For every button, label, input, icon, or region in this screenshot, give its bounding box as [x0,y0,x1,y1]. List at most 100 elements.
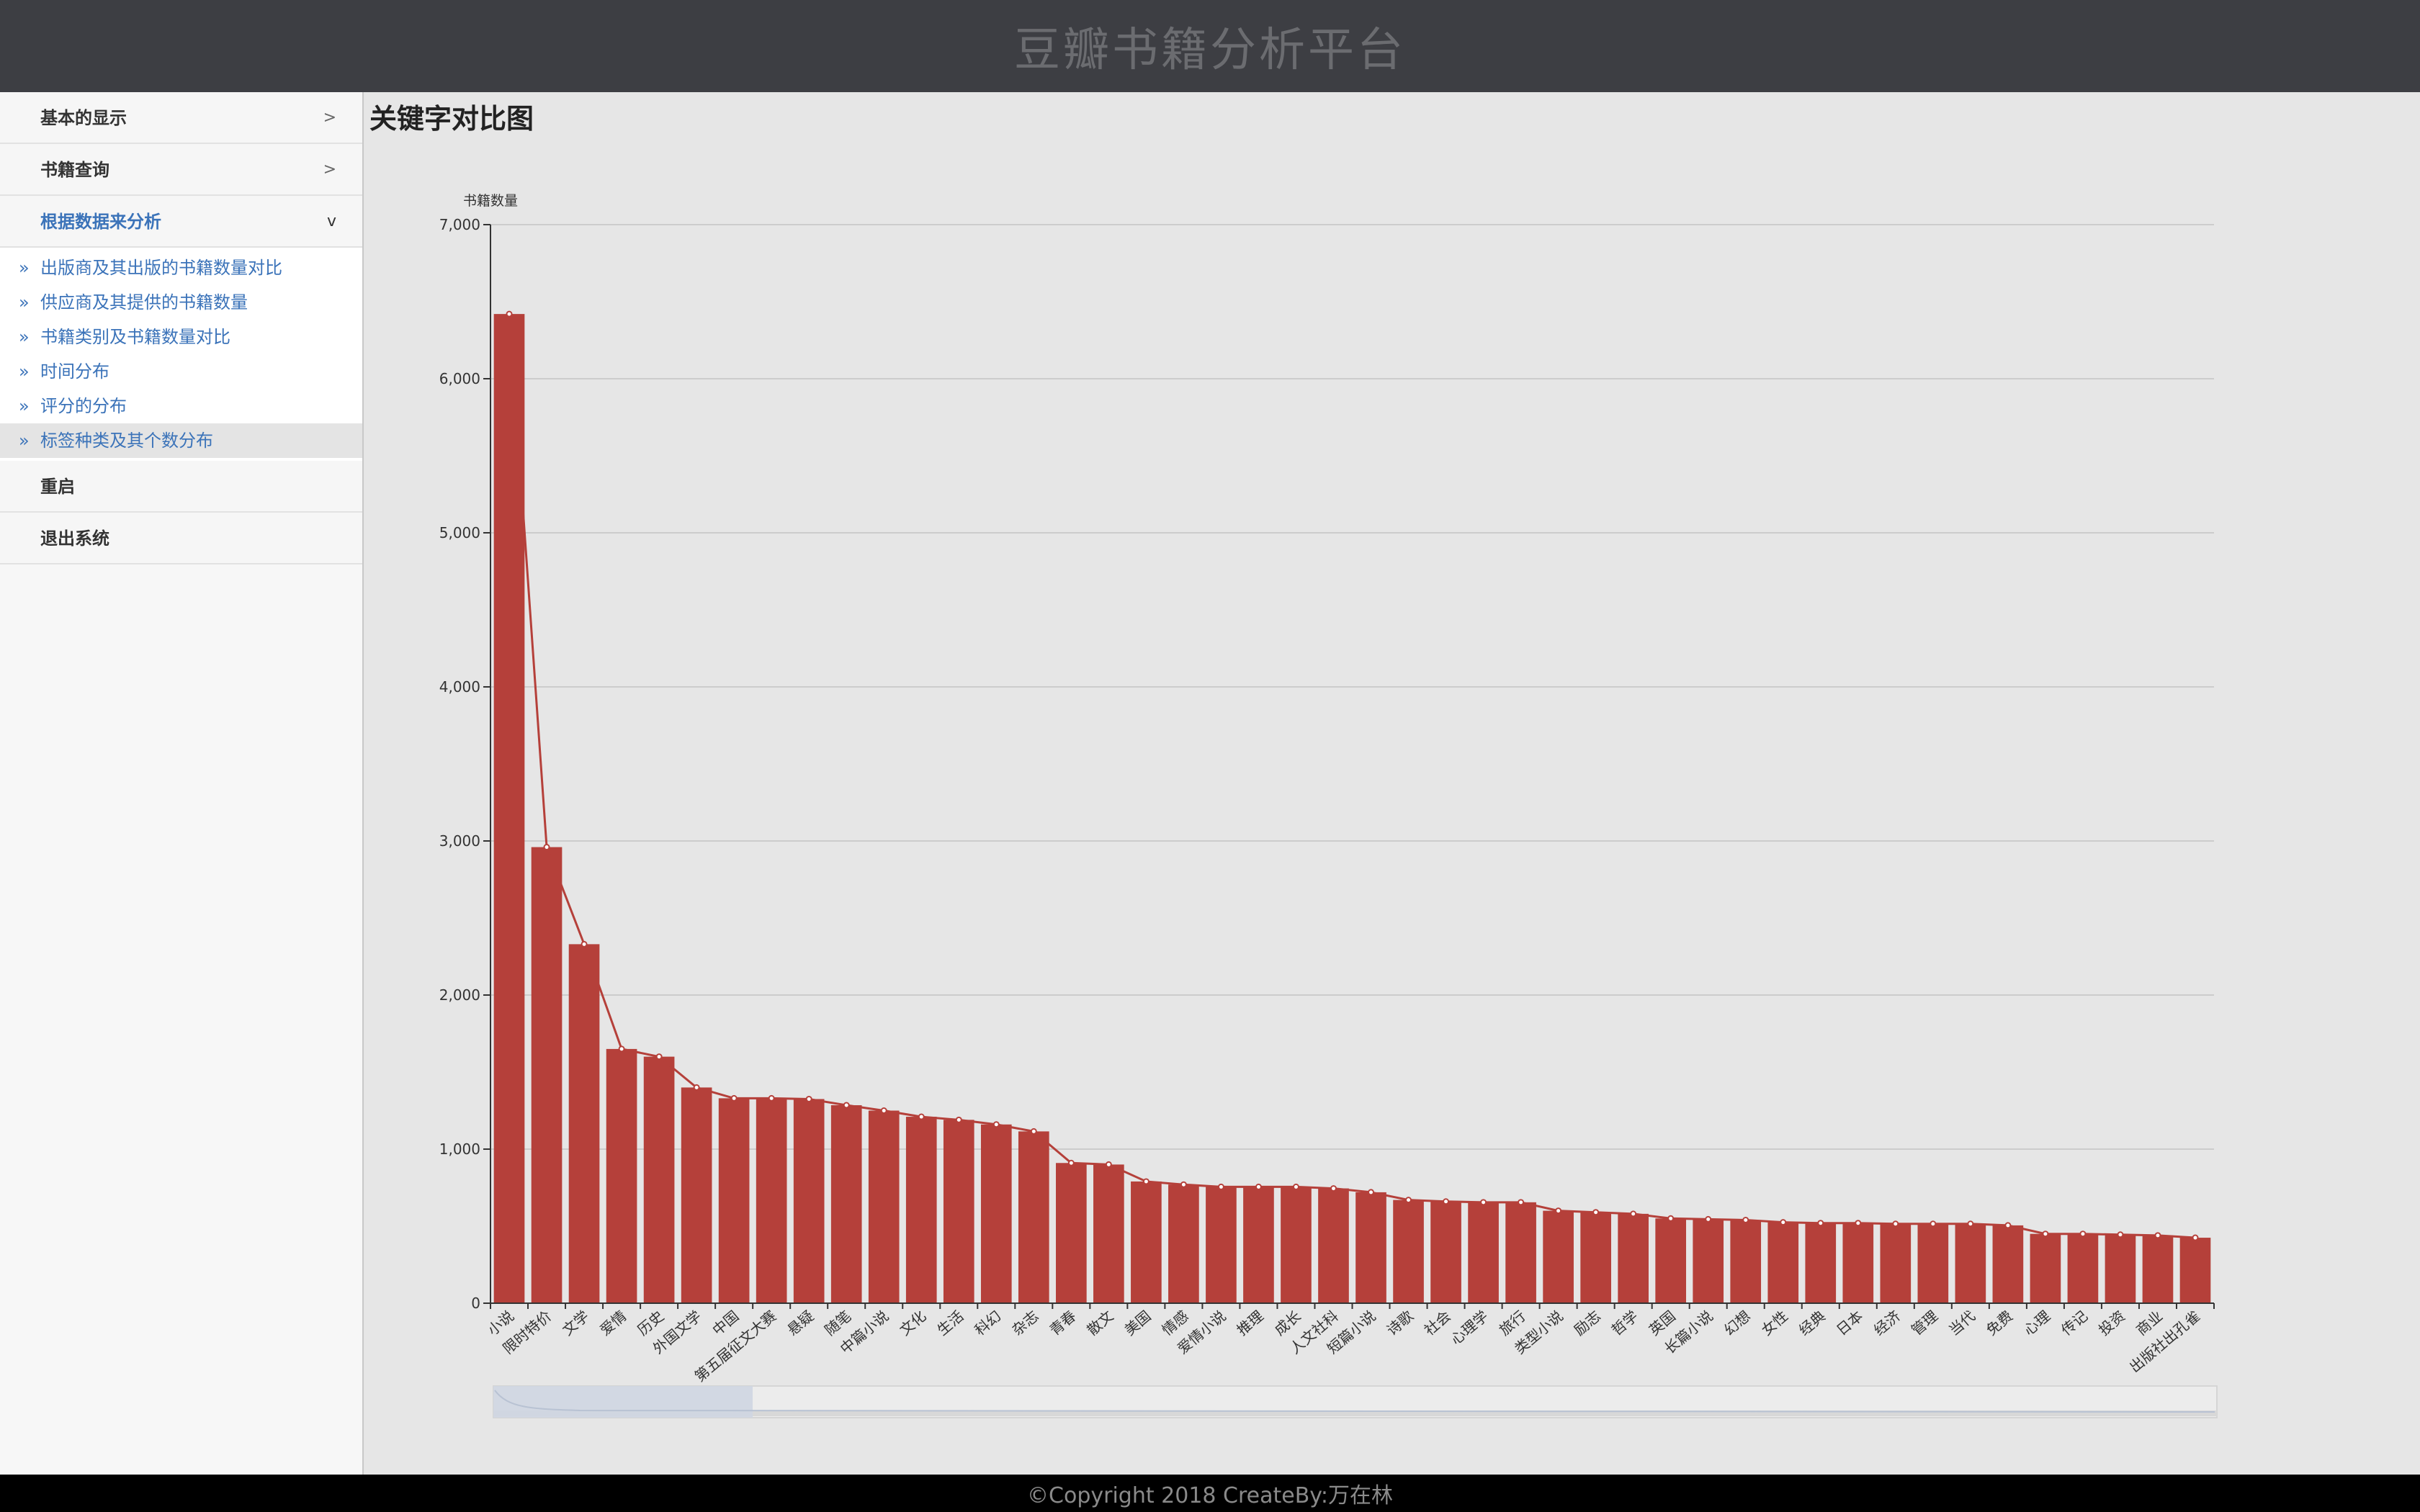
main-content: 书籍数量 0 1,000 2,000 3,000 4,000 5,000 6,000 7,000… [364,92,2420,1475]
line-point [1030,1128,1037,1135]
bar [2030,1233,2061,1303]
menu-label: 退出系统 [40,528,109,549]
y-tick-label: 6,000 [439,370,480,387]
line-point [1855,1220,1862,1227]
menu-label: 根据数据来分析 [40,212,161,232]
bar [2105,1234,2136,1303]
menu-data-analysis[interactable]: 根据数据来分析 v [0,196,362,248]
menu-restart[interactable]: 重启 [0,461,362,513]
submenu-label: 供应商及其提供的书籍数量 [40,292,248,312]
line-point [880,1107,887,1114]
y-tick-label: 2,000 [439,986,480,1004]
bar [1168,1184,1199,1303]
app-header: 豆瓣书籍分析平台 [0,0,2420,92]
menu-label: 基本的显示 [40,108,127,128]
bar [1693,1219,1724,1303]
line-point [655,1053,663,1061]
y-tick-label: 0 [471,1295,480,1312]
line-point [2042,1230,2049,1238]
line-series [508,314,2196,1239]
bar [2179,1238,2211,1303]
x-tick-label: 散文 [1084,1307,1117,1338]
bar [1730,1220,1762,1303]
bar [1281,1187,1312,1303]
bar [718,1098,750,1303]
bar [1318,1188,1349,1303]
bar [2067,1233,2099,1303]
menu-book-query[interactable]: 书籍查询 > [0,144,362,196]
bar [1505,1202,1536,1303]
line-point [1967,1220,1974,1228]
line-point [1105,1161,1112,1168]
bar [1131,1181,1162,1303]
line-point [1930,1220,1937,1228]
line-point [1705,1215,1712,1223]
double-chevron-icon: » [19,361,30,382]
y-axis-title: 书籍数量 [463,193,518,209]
bar [1917,1223,1949,1303]
x-tick-label: 传记 [2058,1307,2091,1338]
bar [905,1117,937,1303]
line-point [1368,1189,1375,1196]
x-tick-label: 生活 [933,1307,967,1338]
chevron-right-icon: > [323,161,336,179]
line-point [1255,1183,1262,1190]
submenu-tag-distribution[interactable]: » 标签种类及其个数分布 [0,423,362,458]
copyright-text: ©Copyright 2018 CreateBy:万在林 [1027,1483,1393,1508]
x-tick-label: 出版社出孔雀 [2126,1307,2203,1376]
menu-basic-display[interactable]: 基本的显示 > [0,92,362,144]
bar [1955,1223,1986,1303]
y-tick-label: 5,000 [439,524,480,541]
page-title: 关键字对比图 [369,103,534,135]
x-tick-label: 青春 [1046,1307,1079,1338]
menu-label: 书籍查询 [40,160,109,180]
bar [1618,1213,1649,1303]
line-point [918,1113,925,1120]
line-point [730,1094,738,1102]
line-point [1217,1183,1224,1190]
bar [681,1087,712,1303]
x-tick-label: 投资 [2095,1307,2128,1338]
footer: ©Copyright 2018 CreateBy:万在林 [0,1475,2420,1512]
bar [568,944,600,1303]
chevron-down-icon: v [326,212,336,230]
x-tick-label: 心理学 [1447,1307,1491,1348]
line-point [618,1045,625,1053]
submenu-publisher-comparison[interactable]: » 出版商及其出版的书籍数量对比 [0,251,362,285]
x-tick-label: 悬疑 [784,1307,817,1338]
bar [2142,1235,2174,1303]
bar [643,1056,675,1303]
x-tick-label: 当代 [1945,1307,1978,1338]
bar [531,847,563,1303]
submenu-time-distribution[interactable]: » 时间分布 [0,354,362,389]
submenu-label: 书籍类别及书籍数量对比 [40,327,230,347]
submenu-category-comparison[interactable]: » 书籍类别及书籍数量对比 [0,320,362,354]
menu-label: 重启 [40,477,75,497]
bar [1543,1210,1574,1303]
keyword-bar-chart: 书籍数量 0 1,000 2,000 3,000 4,000 5,000 6,000 7,000… [439,193,2218,1418]
line-point [992,1121,1000,1128]
x-tick-label: 文化 [896,1307,929,1338]
x-tick-label: 哲学 [1608,1307,1641,1338]
x-tick-label: 女性 [1758,1307,1791,1338]
line-point [955,1116,962,1123]
x-tick-label: 免费 [1983,1307,2016,1338]
x-tick-label: 日本 [1833,1307,1866,1338]
submenu-label: 时间分布 [40,361,109,382]
line-point [2154,1232,2161,1239]
submenu-supplier-count[interactable]: » 供应商及其提供的书籍数量 [0,285,362,320]
x-tick-label: 幻想 [1721,1307,1754,1338]
bar [756,1098,787,1303]
submenu-rating-distribution[interactable]: » 评分的分布 [0,389,362,423]
double-chevron-icon: » [19,396,30,416]
menu-exit[interactable]: 退出系统 [0,513,362,564]
app-title: 豆瓣书籍分析平台 [1014,24,1406,77]
x-tick-label: 推理 [1234,1307,1267,1338]
bar [980,1124,1012,1303]
double-chevron-icon: » [19,292,30,312]
datazoom-baseline [493,1410,2217,1416]
bar [1393,1200,1424,1303]
datazoom-preview [494,1390,2215,1413]
x-tick-label: 文学 [559,1307,592,1338]
y-tick-label: 3,000 [439,832,480,850]
